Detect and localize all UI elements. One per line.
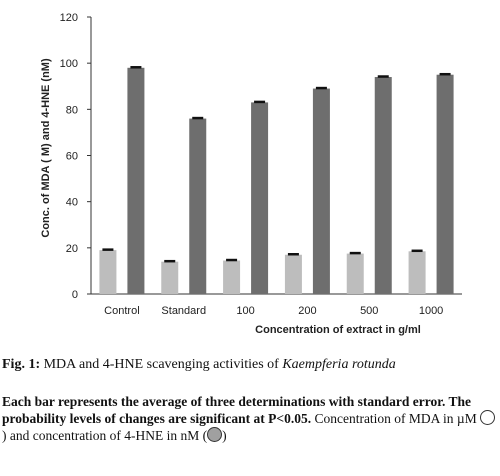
x-tick-label: 100 [236,305,254,317]
y-tick-label: 20 [66,243,78,255]
y-tick-label: 0 [72,289,78,301]
figure-caption: Fig. 1: MDA and 4-HNE scavenging activit… [2,356,498,373]
x-axis-label: Concentration of extract in g/ml [255,324,421,336]
x-tick-label: 500 [360,305,378,317]
bar [312,88,330,294]
note-mda: Concentration of MDA in µM [314,411,477,426]
y-tick-label: 60 [66,151,78,163]
bar [251,102,269,295]
figure-title: MDA and 4-HNE scavenging activities of [43,357,279,372]
y-axis-label: Conc. of MDA ( M) and 4-HNE (nM) [40,58,52,238]
bar [223,260,241,294]
species-name: Kaempferia rotunda [282,357,396,372]
bar [161,261,179,294]
x-axis: Control Standard 100 200 500 1000 [91,293,462,317]
bar [374,77,392,295]
y-tick-label: 120 [60,12,78,24]
figure-label: Fig. 1: [2,357,41,372]
y-axis: 0 20 40 60 80 100 120 [60,12,92,301]
bar [284,254,302,294]
light-circle-icon [480,410,496,425]
bars-group [99,66,454,295]
bar [436,74,454,294]
x-tick-label: 200 [298,305,316,317]
x-tick-label: Control [104,305,139,317]
note-statistics: Each bar represents the average of three… [2,394,471,426]
note-close: ) [222,428,227,443]
x-tick-label: Standard [161,305,206,317]
bar [189,118,207,294]
y-tick-label: 40 [66,197,78,209]
note-hne: ) and concentration of 4-HNE in nM ( [2,428,208,443]
x-tick-label: 1000 [419,305,443,317]
bar [346,253,364,294]
dark-circle-icon [207,427,223,442]
bar-chart: 0 20 40 60 80 100 120 Control Standard 100 200 500… [40,12,462,336]
y-tick-label: 80 [66,104,78,116]
y-tick-label: 100 [60,58,78,70]
bar [99,250,117,294]
figure-note: Each bar represents the average of three… [2,393,498,444]
bar [127,67,145,295]
bar [408,251,426,294]
